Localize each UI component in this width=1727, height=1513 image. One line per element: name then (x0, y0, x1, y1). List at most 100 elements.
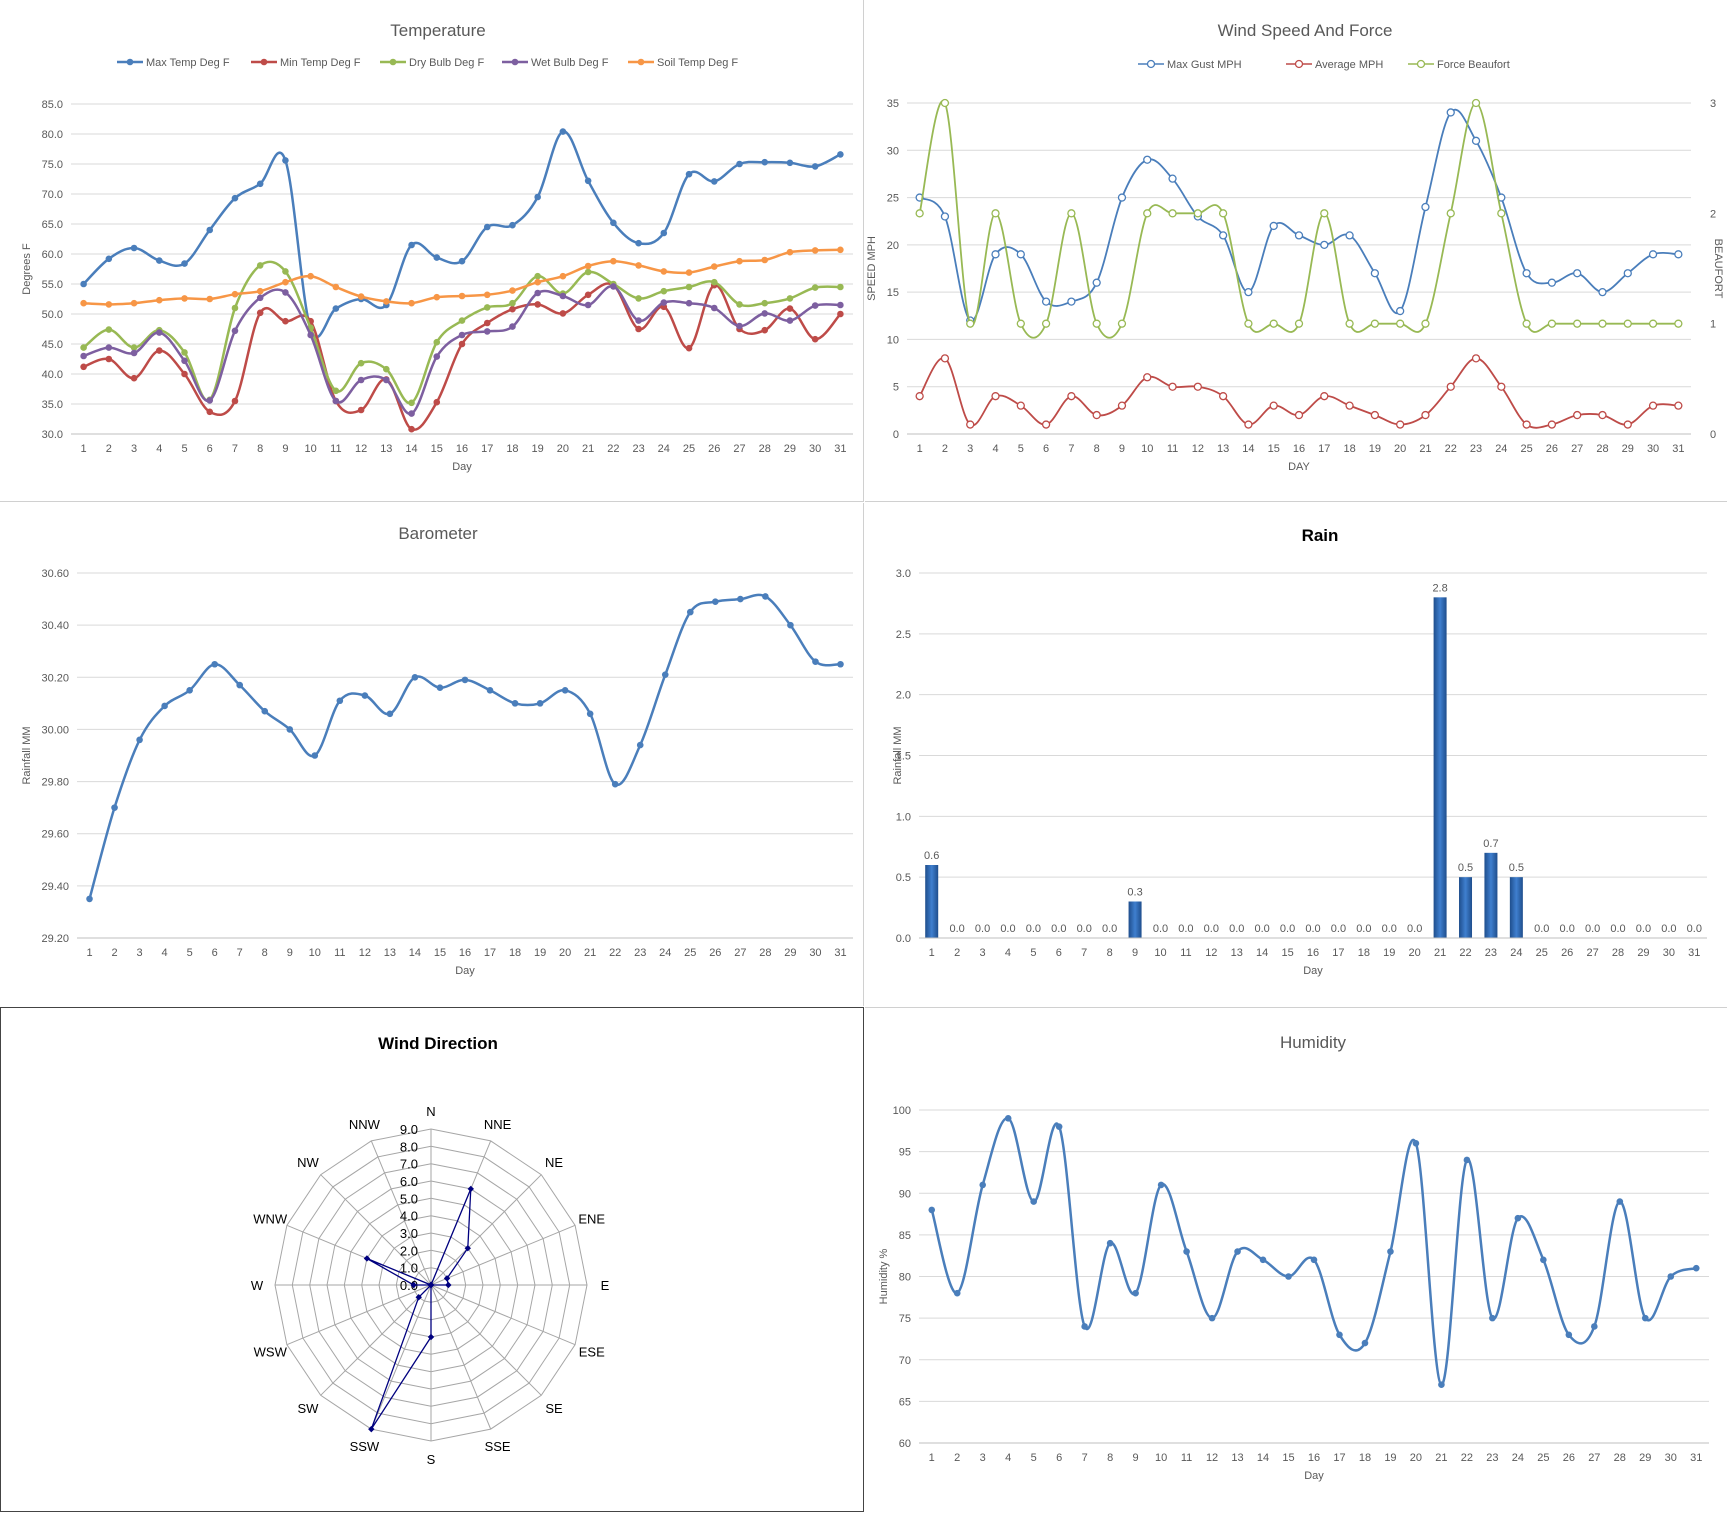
x-tick-label: 13 (384, 947, 396, 959)
data-point (786, 295, 794, 302)
x-tick-label: 7 (1068, 443, 1074, 455)
y-tick-label: 80.0 (42, 129, 63, 141)
x-tick-label: 4 (156, 443, 162, 455)
wind-chart-panel: Wind Speed And Force 0 5 10 15 20 25 30 35 1 2 3 4 5 6… (865, 0, 1727, 502)
data-point (130, 374, 138, 382)
data-point (332, 397, 340, 405)
data-point (181, 357, 188, 365)
x-tick-label: 24 (659, 947, 671, 959)
data-point (1193, 382, 1202, 391)
data-point (1370, 410, 1380, 420)
data-label: 0.0 (1560, 923, 1575, 935)
data-point (1320, 240, 1329, 250)
data-point (1641, 1314, 1649, 1322)
radar-spoke (430, 1284, 492, 1430)
x-tick-label: 15 (1282, 1452, 1294, 1464)
data-point (761, 256, 769, 264)
y-tick-label: 29.40 (41, 881, 69, 893)
data-point (458, 331, 466, 339)
x-tick-label: 25 (1536, 947, 1548, 959)
x-tick-label: 12 (1205, 947, 1217, 959)
legend-label: Max Temp Deg F (146, 57, 230, 69)
data-point (1396, 420, 1405, 429)
data-label: 0.0 (1407, 923, 1422, 935)
x-tick-label: 6 (207, 443, 213, 455)
x-tick-label: 24 (1495, 443, 1507, 455)
data-point (1471, 354, 1481, 363)
y-tick-label: 30.60 (41, 568, 69, 580)
data-point (1132, 1289, 1139, 1297)
data-label: 0.0 (1153, 923, 1168, 935)
x-tick-label: 31 (1672, 443, 1684, 455)
data-point (786, 159, 794, 167)
data-label: 0.0 (1636, 923, 1651, 935)
x-tick-label: 16 (1308, 1452, 1320, 1464)
data-point (1336, 1331, 1343, 1339)
y-tick-label: 85 (899, 1230, 911, 1242)
bar-day-9 (1128, 901, 1142, 938)
y-tick-label: 20 (887, 240, 899, 252)
x-tick-label: 3 (131, 443, 137, 455)
x-tick-label: 30 (1665, 1452, 1677, 1464)
x-tick-label: 5 (187, 947, 193, 959)
data-point (1183, 1248, 1190, 1255)
x-tick-label: 31 (834, 947, 846, 959)
x-tick-label: 22 (607, 443, 619, 455)
data-point (486, 687, 494, 694)
data-label: 0.6 (924, 850, 939, 862)
x-tick-label: 2 (106, 443, 112, 455)
data-label: 0.0 (1178, 923, 1193, 935)
data-point (433, 254, 441, 261)
data-point (357, 406, 365, 414)
legend-label: Dry Bulb Deg F (409, 57, 484, 69)
data-point (408, 299, 415, 307)
data-point (286, 726, 294, 733)
x-tick-label: 11 (1181, 1452, 1192, 1464)
bar-day-21 (1433, 597, 1447, 938)
x-tick-label: 4 (1005, 1452, 1011, 1464)
data-point (1674, 319, 1683, 328)
y-tick-label: 85.0 (42, 99, 63, 111)
x-tick-label: 29 (1639, 1452, 1651, 1464)
data-point (332, 283, 340, 291)
humidity-chart-panel: Humidity 60 65 70 75 80 85 90 95 100 1 2 3 4 5 6 7 8 9 10 11… (865, 1007, 1727, 1512)
legend-marker (637, 58, 645, 66)
data-point (261, 707, 269, 715)
x-tick-label: 19 (1369, 443, 1381, 455)
direction-label: ESE (579, 1345, 605, 1360)
data-point (509, 287, 516, 294)
x-tick-label: 11 (1180, 947, 1191, 959)
data-point (1244, 287, 1253, 297)
y-tick-label: 75.0 (42, 159, 63, 171)
y-tick-label: 60 (899, 1438, 911, 1450)
x-tick-label: 21 (582, 443, 594, 455)
y-axis-label: Rainfall MM (892, 726, 904, 784)
data-point (1692, 1264, 1700, 1272)
data-point (181, 349, 188, 356)
data-point (181, 370, 188, 378)
data-point (1157, 1181, 1165, 1189)
data-point (685, 170, 693, 178)
legend-label: Wet Bulb Deg F (531, 57, 609, 69)
data-point (991, 250, 1000, 259)
y-tick-label: 50.0 (42, 309, 63, 321)
y-tick-label: 75 (899, 1313, 911, 1325)
data-point (812, 658, 819, 665)
x-tick-label: 18 (1358, 947, 1370, 959)
temperature-chart-panel: Temperature 30.0 35.0 40.0 45.0 50.0 55.0 60.0 6… (0, 0, 864, 502)
chart-title: Wind Direction (378, 1034, 498, 1053)
data-point (991, 209, 1000, 218)
data-point (1168, 382, 1177, 391)
data-point (383, 365, 390, 373)
data-point (155, 296, 163, 304)
data-label: 0.0 (1204, 923, 1219, 935)
data-point (787, 621, 794, 629)
legend-label: Average MPH (1315, 59, 1383, 71)
data-point (411, 673, 419, 681)
data-point (736, 301, 743, 308)
data-point (256, 294, 264, 302)
radar-spoke (370, 1284, 432, 1430)
data-point (1667, 1273, 1675, 1280)
data-point (231, 290, 239, 298)
data-point (483, 328, 491, 335)
